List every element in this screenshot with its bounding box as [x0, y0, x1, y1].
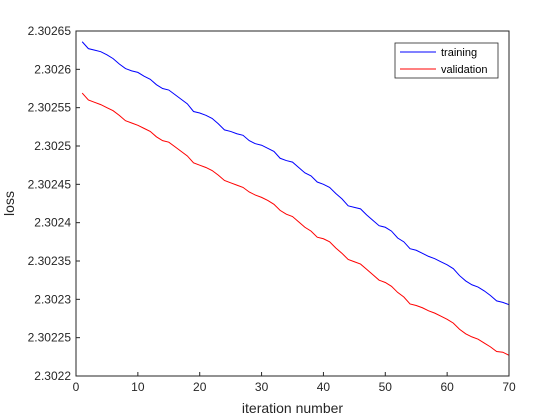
plot-area — [76, 31, 509, 376]
x-tick-label: 70 — [502, 380, 516, 394]
x-axis-label: iteration number — [242, 400, 344, 416]
y-tick-label: 2.30235 — [28, 254, 72, 268]
x-tick-label: 50 — [379, 380, 393, 394]
series-layer — [81, 41, 510, 356]
y-tick-label: 2.3022 — [34, 369, 71, 383]
x-tick-label: 0 — [73, 380, 80, 394]
x-tick-label: 20 — [193, 380, 207, 394]
series-line-training — [81, 41, 510, 306]
y-tick-label: 2.3026 — [34, 62, 71, 76]
x-tick-label: 60 — [440, 380, 454, 394]
y-tick-label: 2.30225 — [28, 331, 72, 345]
y-tick-label: 2.30245 — [28, 177, 72, 191]
legend-label-training: training — [441, 47, 477, 59]
y-tick-label: 2.30265 — [28, 24, 72, 38]
series-line-validation — [81, 92, 510, 356]
x-tick-label: 40 — [317, 380, 331, 394]
y-tick-label: 2.3025 — [34, 139, 71, 153]
y-axis-label: loss — [1, 191, 17, 216]
x-tick-label: 30 — [255, 380, 269, 394]
y-tick-label: 2.30255 — [28, 101, 72, 115]
x-tick-label: 10 — [131, 380, 145, 394]
y-tick-label: 2.3023 — [34, 292, 71, 306]
legend-box — [394, 42, 499, 79]
ticks-layer: 0 10 20 30 40 50 60 70 2.3022 2.30225 2.3023 2.3023… — [28, 24, 516, 394]
plot-frame — [75, 30, 510, 377]
y-tick-label: 2.3024 — [34, 216, 71, 230]
legend: training validation — [394, 42, 499, 79]
legend-label-validation: validation — [441, 64, 487, 76]
